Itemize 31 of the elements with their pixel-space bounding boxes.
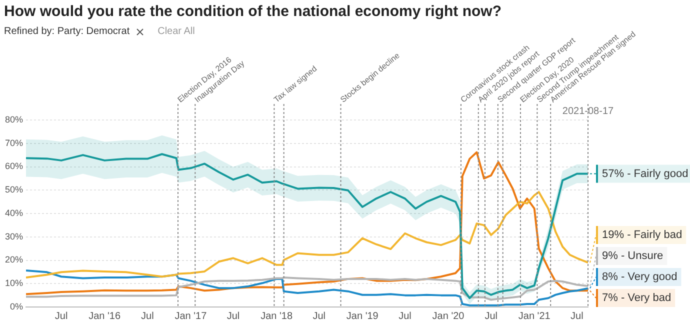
chart-subtitle: Refined by: Party: Democrat: [4, 26, 130, 37]
x-tick-label: Jan '17: [174, 310, 208, 322]
x-tick-label: Jul: [54, 310, 68, 322]
x-tick-label: Jan '21: [518, 310, 551, 322]
x-tick-label: Jan '20: [432, 310, 465, 322]
legend-label: 8% - Very good: [602, 271, 678, 284]
x-tick-label: Jul: [312, 310, 326, 322]
legend-label: 7% - Very bad: [602, 292, 672, 304]
x-tick-label: Jan '19: [346, 310, 379, 322]
y-tick-label: 30%: [5, 231, 24, 242]
y-tick-label: 10%: [5, 278, 24, 288]
x-tick-label: Jan '18: [260, 310, 293, 322]
x-tick-label: Jul: [141, 310, 154, 322]
x-tick-label: Jan '16: [88, 310, 121, 322]
y-tick-label: 20%: [5, 254, 24, 265]
y-tick-label: 40%: [5, 208, 24, 218]
y-tick-label: 60%: [5, 161, 24, 172]
x-tick-label: Jul: [398, 310, 412, 322]
x-tick-label: Jul: [484, 310, 498, 322]
x-tick-label: Jul: [226, 310, 240, 322]
y-tick-label: 0%: [10, 301, 24, 312]
legend-label: 9% - Unsure: [602, 250, 664, 262]
y-tick-label: 50%: [5, 184, 24, 195]
text: Clear All: [158, 26, 195, 37]
annotation: 2021-08-17: [562, 106, 614, 117]
legend-label: 19% - Fairly bad: [602, 229, 682, 242]
y-tick-label: 70%: [5, 138, 24, 148]
chart-title: How would you rate the condition of the national economy right now?: [4, 3, 502, 20]
x-tick-label: Jul: [570, 310, 584, 322]
legend-label: 57% - Fairly good: [602, 168, 688, 180]
y-tick-label: 80%: [5, 114, 24, 124]
